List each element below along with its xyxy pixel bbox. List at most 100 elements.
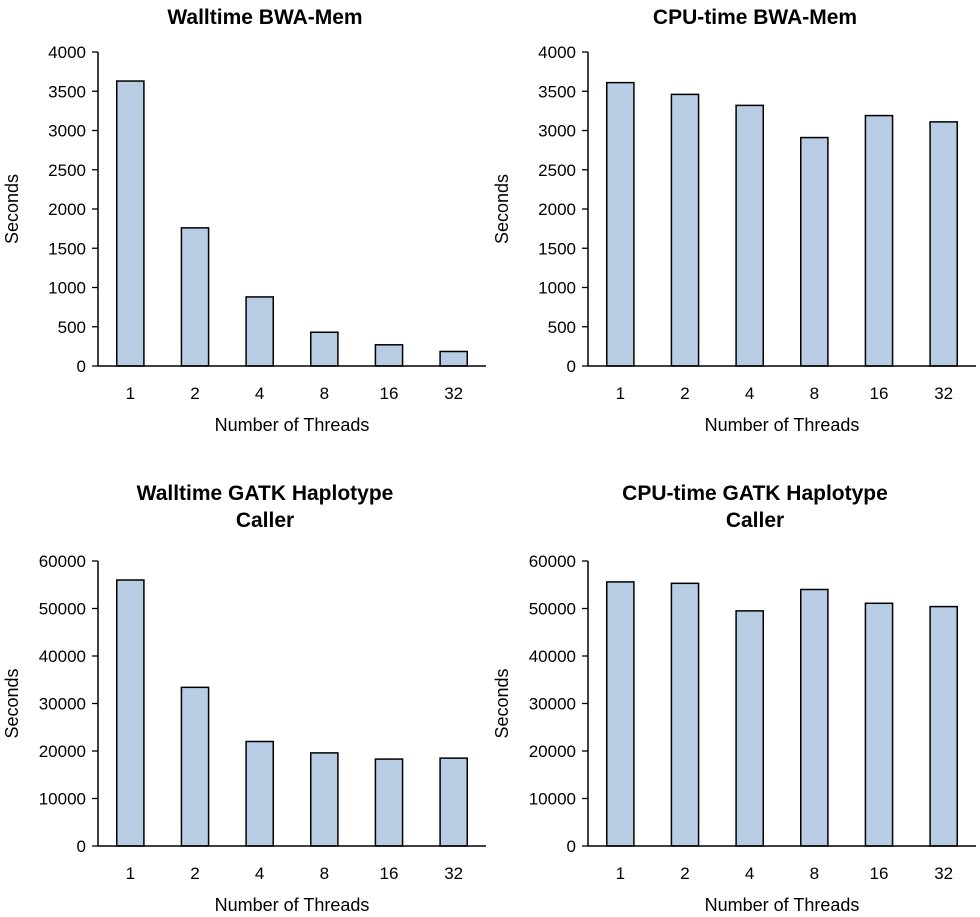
x-tick-label: 1: [616, 864, 625, 883]
chart-cpu-time-gatk-haplotype-caller: CPU-time GATK Haplotype Caller 0 10000 200…: [490, 470, 980, 917]
y-tick-label: 2500: [538, 161, 576, 180]
bar: [180, 686, 210, 847]
y-tick-label: 2500: [48, 161, 86, 180]
bar: [310, 331, 339, 367]
y-tick-label: 3000: [48, 122, 86, 141]
y-tick-label: 40000: [39, 647, 86, 666]
x-tick-label: 2: [680, 384, 689, 403]
x-tick-label: 32: [934, 864, 953, 883]
chart-plot: 0 10000 20000 30000 40000 50000 60000 1 2 4 8 16 32 N…: [492, 552, 976, 915]
chart-title: Walltime BWA-Mem: [167, 6, 363, 29]
y-tick-label: 2000: [48, 200, 86, 219]
y-tick-label: 0: [77, 837, 86, 856]
y-axis-label: Seconds: [2, 174, 22, 244]
x-tick-label: 8: [810, 864, 819, 883]
x-tick-label: 2: [190, 864, 199, 883]
chart-walltime-bwa-mem: Walltime BWA-Mem 0 500 1000 1500 2000 2500 300…: [0, 0, 490, 450]
bar: [929, 605, 958, 847]
bar: [606, 581, 635, 847]
y-tick-label: 30000: [529, 695, 576, 714]
y-tick-label: 500: [548, 318, 576, 337]
x-tick-label: 4: [745, 864, 754, 883]
chart-cpu-time-bwa-mem: CPU-time BWA-Mem 0 500 1000 1500 2000 2500 300…: [490, 0, 980, 450]
bar: [929, 121, 958, 367]
x-tick-label: 16: [380, 384, 399, 403]
x-tick-label: 4: [255, 864, 264, 883]
bar: [439, 757, 468, 847]
chart-title: CPU-time BWA-Mem: [652, 6, 858, 29]
y-tick-label: 500: [58, 318, 86, 337]
x-tick-label: 8: [320, 384, 329, 403]
bar: [374, 758, 404, 847]
bar: [245, 740, 274, 847]
bar: [800, 588, 829, 847]
bar: [864, 114, 894, 367]
y-tick-label: 1000: [538, 279, 576, 298]
bar: [374, 344, 404, 367]
y-tick-label: 3000: [538, 122, 576, 141]
chart-title: CPU-time GATK Haplotype Caller: [622, 482, 888, 532]
bar: [439, 350, 468, 367]
y-tick-label: 10000: [39, 790, 86, 809]
x-tick-label: 16: [870, 384, 889, 403]
y-tick-label: 50000: [529, 600, 576, 619]
y-tick-label: 2000: [538, 200, 576, 219]
y-tick-label: 4000: [48, 43, 86, 62]
bar: [116, 80, 145, 367]
x-tick-label: 16: [380, 864, 399, 883]
bar: [735, 610, 764, 847]
x-tick-label: 32: [444, 864, 463, 883]
x-tick-label: 4: [745, 384, 754, 403]
chart-walltime-gatk-haplotype-caller: Walltime GATK Haplotype Caller 0 10000 200…: [0, 470, 490, 917]
y-tick-label: 60000: [39, 552, 86, 571]
y-tick-label: 0: [567, 357, 576, 376]
bar: [800, 136, 829, 367]
y-tick-label: 1500: [538, 239, 576, 258]
bar: [670, 582, 700, 847]
y-tick-label: 0: [567, 837, 576, 856]
x-tick-label: 2: [190, 384, 199, 403]
x-tick-label: 4: [255, 384, 264, 403]
x-tick-label: 32: [934, 384, 953, 403]
x-axis-label: Number of Threads: [705, 895, 860, 915]
chart-plot: 0 10000 20000 30000 40000 50000 60000 1 2 4 8 16 32 N…: [2, 552, 486, 915]
y-tick-label: 20000: [39, 742, 86, 761]
chart-plot: 0 500 1000 1500 2000 2500 3000 3500 4000 1 2 4 8 16 32…: [492, 43, 976, 435]
x-tick-label: 1: [126, 864, 135, 883]
x-axis-label: Number of Threads: [215, 895, 370, 915]
bar: [180, 227, 210, 367]
bar: [864, 602, 894, 847]
x-tick-label: 8: [810, 384, 819, 403]
y-axis-label: Seconds: [492, 174, 512, 244]
y-tick-label: 40000: [529, 647, 576, 666]
bar: [116, 579, 145, 847]
y-tick-label: 3500: [48, 82, 86, 101]
bar: [670, 93, 700, 367]
y-axis-label: Seconds: [2, 668, 22, 738]
x-tick-label: 2: [680, 864, 689, 883]
y-tick-label: 4000: [538, 43, 576, 62]
y-tick-label: 1500: [48, 239, 86, 258]
y-tick-label: 10000: [529, 790, 576, 809]
chart-title: Walltime GATK Haplotype Caller: [136, 482, 394, 532]
x-axis-label: Number of Threads: [705, 415, 860, 435]
x-tick-label: 32: [444, 384, 463, 403]
y-tick-label: 50000: [39, 600, 86, 619]
y-tick-label: 3500: [538, 82, 576, 101]
x-tick-label: 8: [320, 864, 329, 883]
y-tick-label: 60000: [529, 552, 576, 571]
x-tick-label: 1: [616, 384, 625, 403]
y-tick-label: 1000: [48, 279, 86, 298]
bar: [310, 752, 339, 847]
chart-plot: 0 500 1000 1500 2000 2500 3000 3500 4000 1 2 4 8 16 32…: [2, 43, 486, 435]
y-axis-label: Seconds: [492, 668, 512, 738]
bar: [735, 104, 764, 367]
y-tick-label: 0: [77, 357, 86, 376]
x-tick-label: 1: [126, 384, 135, 403]
y-tick-label: 20000: [529, 742, 576, 761]
y-tick-label: 30000: [39, 695, 86, 714]
x-tick-label: 16: [870, 864, 889, 883]
bar: [606, 81, 635, 367]
x-axis-label: Number of Threads: [215, 415, 370, 435]
bar: [245, 296, 274, 367]
